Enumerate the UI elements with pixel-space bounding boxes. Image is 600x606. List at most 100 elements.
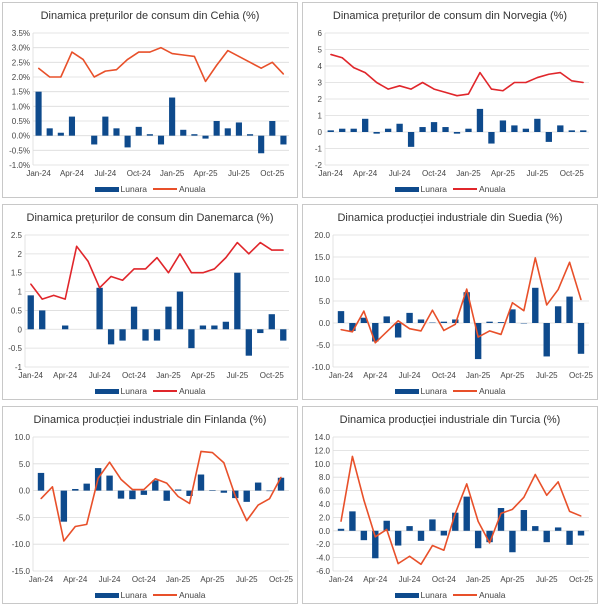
bar-lunara xyxy=(360,530,368,541)
point-anuala xyxy=(466,288,468,290)
y-tick-label: 0.0 xyxy=(319,319,331,328)
point-anuala xyxy=(443,329,445,332)
point-anuala xyxy=(546,494,548,496)
bar-lunara xyxy=(191,134,198,136)
bar-lunara xyxy=(96,287,103,330)
y-tick-label: 5.0 xyxy=(19,460,31,469)
point-anuala xyxy=(443,549,445,551)
bar-lunara xyxy=(165,306,172,330)
x-tick-label: Oct-24 xyxy=(422,169,447,178)
x-tick-label: Oct-25 xyxy=(569,371,594,380)
point-anuala xyxy=(374,342,376,344)
chart-plot: 14.012.010.08.06.04.02.00.0-2.0-4.0-6.0J… xyxy=(314,433,593,584)
bar-lunara xyxy=(383,520,390,531)
y-tick-label: 6 xyxy=(318,29,323,38)
point-anuala xyxy=(534,473,536,476)
line-anuala xyxy=(340,455,582,566)
chart-title: Dinamica prețurilor de consum din Norveg… xyxy=(332,10,568,22)
bar-lunara xyxy=(360,317,368,323)
legend-line-label: Anuala xyxy=(479,386,506,396)
y-tick-label: -2 xyxy=(315,161,323,170)
x-tick-label: Jan-24 xyxy=(29,575,54,584)
legend-bar-label: Lunara xyxy=(420,386,447,396)
y-tick-label: 1 xyxy=(318,112,323,121)
point-anuala xyxy=(454,323,456,325)
y-tick-label: -4.0 xyxy=(316,554,330,563)
x-tick-label: Jan-24 xyxy=(26,169,51,178)
bar-lunara xyxy=(174,489,182,491)
point-anuala xyxy=(408,328,411,330)
point-anuala xyxy=(374,536,376,538)
bar-lunara xyxy=(406,526,413,531)
bar-lunara xyxy=(463,496,470,531)
point-anuala xyxy=(559,72,561,74)
bar-lunara xyxy=(511,125,518,132)
point-anuala xyxy=(534,257,536,259)
point-anuala xyxy=(456,95,458,97)
point-anuala xyxy=(193,55,195,58)
y-tick-label: -6.0 xyxy=(316,567,330,576)
bar-lunara xyxy=(429,519,436,531)
bar-lunara xyxy=(452,512,459,531)
bar-lunara xyxy=(417,530,425,541)
point-anuala xyxy=(213,268,215,270)
point-anuala xyxy=(536,76,538,79)
legend-line-label: Anuala xyxy=(179,184,206,194)
point-anuala xyxy=(580,515,582,517)
point-anuala xyxy=(513,81,515,84)
bar-lunara xyxy=(577,530,585,536)
y-tick-label: 10.0 xyxy=(314,460,330,469)
bar-lunara xyxy=(384,128,392,132)
legend-bar-swatch xyxy=(94,592,119,598)
bar-lunara xyxy=(220,490,228,493)
bar-lunara xyxy=(543,323,550,357)
point-anuala xyxy=(490,88,493,90)
point-anuala xyxy=(236,241,238,244)
point-anuala xyxy=(115,69,118,71)
bar-lunara xyxy=(72,488,79,491)
bar-lunara xyxy=(213,121,220,136)
chart-title: Dinamica prețurilor de consum din Danema… xyxy=(26,212,274,224)
bar-lunara xyxy=(474,530,482,549)
point-anuala xyxy=(488,542,491,544)
legend-bar-swatch xyxy=(94,388,119,394)
point-anuala xyxy=(190,272,193,274)
bar-lunara xyxy=(440,321,448,323)
point-anuala xyxy=(257,504,259,506)
bar-lunara xyxy=(545,132,552,142)
bar-lunara xyxy=(543,530,550,543)
x-tick-label: Jan-24 xyxy=(329,575,354,584)
line-anuala xyxy=(330,53,584,97)
bar-lunara xyxy=(350,128,357,132)
point-anuala xyxy=(93,76,95,78)
y-tick-label: 2.0% xyxy=(12,73,30,82)
bar-lunara xyxy=(534,118,541,132)
y-tick-label: -1.0% xyxy=(9,161,30,170)
y-tick-label: 2.5% xyxy=(12,58,30,67)
y-tick-label: -0.5% xyxy=(9,146,30,155)
y-tick-label: 4.0 xyxy=(319,500,331,509)
bar-lunara xyxy=(339,128,346,132)
point-anuala xyxy=(259,241,261,244)
bar-lunara xyxy=(62,325,69,330)
x-tick-label: Jul-25 xyxy=(536,371,558,380)
point-anuala xyxy=(225,257,227,259)
point-anuala xyxy=(271,61,273,63)
y-tick-label: -2.0 xyxy=(316,540,330,549)
y-tick-label: 8.0 xyxy=(319,473,331,482)
point-anuala xyxy=(466,483,468,485)
point-anuala xyxy=(143,488,145,491)
point-anuala xyxy=(431,309,434,311)
bar-lunara xyxy=(488,132,495,144)
point-anuala xyxy=(397,320,399,322)
point-anuala xyxy=(454,512,456,514)
chart-finlanda-industry: Dinamica producției industriale din Finl… xyxy=(2,406,298,604)
point-anuala xyxy=(86,523,88,525)
legend: Lunara Anuala xyxy=(303,385,597,396)
y-tick-label: 2 xyxy=(318,95,323,104)
point-anuala xyxy=(144,268,147,270)
x-tick-label: Jan-25 xyxy=(156,371,181,380)
bar-lunara xyxy=(199,325,207,330)
